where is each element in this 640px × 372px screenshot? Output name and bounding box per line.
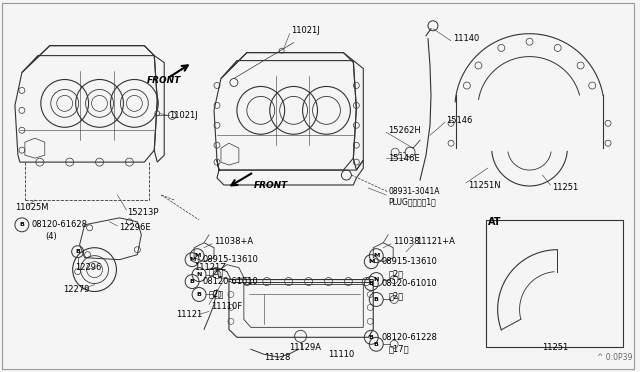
Text: B: B bbox=[374, 297, 379, 302]
Text: 12296: 12296 bbox=[75, 263, 101, 272]
Text: ^ 0:0P39: ^ 0:0P39 bbox=[597, 353, 632, 362]
Text: 11128: 11128 bbox=[264, 353, 290, 362]
Text: FRONT: FRONT bbox=[254, 180, 288, 189]
Text: N: N bbox=[196, 272, 202, 277]
Text: M: M bbox=[373, 253, 380, 258]
Text: B: B bbox=[19, 222, 24, 227]
Text: 11121Z: 11121Z bbox=[194, 263, 226, 272]
Text: 08931-3041A: 08931-3041A bbox=[388, 187, 440, 196]
Text: （2）: （2） bbox=[209, 289, 224, 298]
Text: B: B bbox=[189, 279, 195, 284]
Text: 15262H: 15262H bbox=[388, 126, 421, 135]
Text: B: B bbox=[196, 292, 202, 297]
Text: N: N bbox=[374, 277, 379, 282]
Text: 08915-13610: 08915-13610 bbox=[202, 255, 258, 264]
Text: B: B bbox=[374, 342, 379, 347]
Text: M: M bbox=[189, 257, 195, 262]
Text: 08120-61628: 08120-61628 bbox=[32, 220, 88, 229]
Text: 15213P: 15213P bbox=[127, 208, 159, 217]
Text: FRONT: FRONT bbox=[147, 76, 180, 85]
Text: 11110: 11110 bbox=[328, 350, 355, 359]
Text: 11251: 11251 bbox=[543, 343, 569, 352]
Text: 12279: 12279 bbox=[63, 285, 89, 294]
Text: 11038: 11038 bbox=[393, 237, 420, 246]
Text: （17）: （17） bbox=[388, 345, 409, 354]
Text: B: B bbox=[75, 249, 80, 254]
Text: 15146E: 15146E bbox=[388, 154, 420, 163]
Text: 11251: 11251 bbox=[552, 183, 579, 192]
Text: 11121: 11121 bbox=[176, 310, 202, 319]
Text: B: B bbox=[369, 335, 374, 340]
Text: 08120-61010: 08120-61010 bbox=[202, 277, 258, 286]
Text: M: M bbox=[194, 253, 200, 258]
Text: 11121+A: 11121+A bbox=[416, 237, 455, 246]
Text: 11038+A: 11038+A bbox=[214, 237, 253, 246]
Text: 08120-61228: 08120-61228 bbox=[381, 333, 437, 342]
Text: 11251N: 11251N bbox=[468, 180, 500, 189]
Text: （2）: （2） bbox=[209, 267, 224, 276]
Text: 11025M: 11025M bbox=[15, 203, 49, 212]
Text: 11129A: 11129A bbox=[289, 343, 321, 352]
Text: 11021J: 11021J bbox=[169, 111, 198, 120]
Bar bbox=[486, 220, 623, 347]
Text: 11021J: 11021J bbox=[291, 26, 319, 35]
Text: M: M bbox=[368, 259, 374, 264]
Text: 11110F: 11110F bbox=[211, 302, 242, 311]
Text: 15146: 15146 bbox=[446, 116, 472, 125]
Text: 11140: 11140 bbox=[453, 34, 479, 43]
Text: 08120-61010: 08120-61010 bbox=[381, 279, 437, 288]
Text: （2）: （2） bbox=[388, 269, 403, 278]
Text: (4): (4) bbox=[45, 232, 56, 241]
Text: B: B bbox=[369, 281, 374, 286]
Text: PLUGプラグ（1）: PLUGプラグ（1） bbox=[388, 198, 436, 206]
Text: AT: AT bbox=[488, 217, 501, 227]
Text: （2）: （2） bbox=[388, 291, 403, 300]
Text: 12296E: 12296E bbox=[120, 223, 151, 232]
Text: 08915-13610: 08915-13610 bbox=[381, 257, 437, 266]
